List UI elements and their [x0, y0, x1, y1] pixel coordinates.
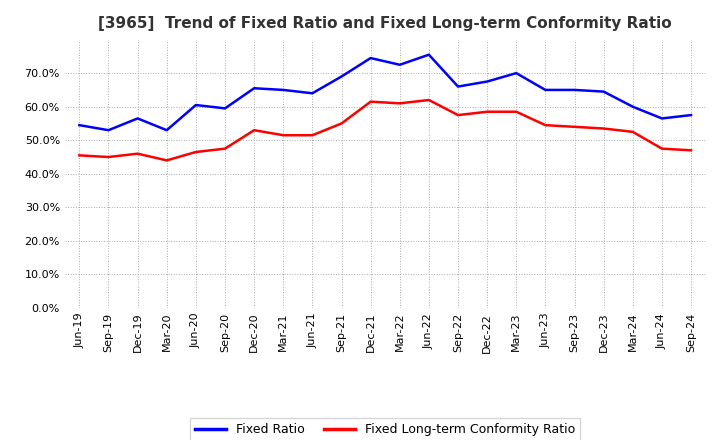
- Fixed Ratio: [163, 128, 171, 133]
- Fixed Ratio: [657, 116, 666, 121]
- Fixed Ratio: [250, 86, 258, 91]
- Fixed Long-term Conformity Ratio: [163, 158, 171, 163]
- Fixed Ratio: [425, 52, 433, 57]
- Fixed Long-term Conformity Ratio: [483, 109, 492, 114]
- Fixed Long-term Conformity Ratio: [192, 149, 200, 154]
- Fixed Long-term Conformity Ratio: [570, 124, 579, 129]
- Fixed Ratio: [337, 74, 346, 79]
- Fixed Ratio: [366, 55, 375, 61]
- Line: Fixed Ratio: Fixed Ratio: [79, 55, 691, 130]
- Fixed Long-term Conformity Ratio: [279, 132, 287, 138]
- Fixed Ratio: [395, 62, 404, 67]
- Fixed Ratio: [220, 106, 229, 111]
- Fixed Ratio: [133, 116, 142, 121]
- Fixed Long-term Conformity Ratio: [657, 146, 666, 151]
- Fixed Long-term Conformity Ratio: [425, 97, 433, 103]
- Fixed Ratio: [629, 104, 637, 109]
- Fixed Ratio: [512, 70, 521, 76]
- Fixed Ratio: [308, 91, 317, 96]
- Fixed Long-term Conformity Ratio: [220, 146, 229, 151]
- Fixed Ratio: [570, 87, 579, 92]
- Fixed Ratio: [687, 113, 696, 118]
- Fixed Ratio: [192, 103, 200, 108]
- Fixed Long-term Conformity Ratio: [133, 151, 142, 156]
- Fixed Long-term Conformity Ratio: [104, 154, 113, 160]
- Fixed Ratio: [75, 122, 84, 128]
- Fixed Long-term Conformity Ratio: [541, 122, 550, 128]
- Fixed Ratio: [104, 128, 113, 133]
- Fixed Long-term Conformity Ratio: [308, 132, 317, 138]
- Fixed Ratio: [599, 89, 608, 94]
- Fixed Long-term Conformity Ratio: [75, 153, 84, 158]
- Fixed Ratio: [279, 87, 287, 92]
- Line: Fixed Long-term Conformity Ratio: Fixed Long-term Conformity Ratio: [79, 100, 691, 160]
- Legend: Fixed Ratio, Fixed Long-term Conformity Ratio: Fixed Ratio, Fixed Long-term Conformity …: [190, 418, 580, 440]
- Title: [3965]  Trend of Fixed Ratio and Fixed Long-term Conformity Ratio: [3965] Trend of Fixed Ratio and Fixed Lo…: [99, 16, 672, 32]
- Fixed Long-term Conformity Ratio: [687, 148, 696, 153]
- Fixed Ratio: [483, 79, 492, 84]
- Fixed Long-term Conformity Ratio: [599, 126, 608, 131]
- Fixed Long-term Conformity Ratio: [366, 99, 375, 104]
- Fixed Long-term Conformity Ratio: [512, 109, 521, 114]
- Fixed Long-term Conformity Ratio: [629, 129, 637, 135]
- Fixed Long-term Conformity Ratio: [454, 113, 462, 118]
- Fixed Ratio: [541, 87, 550, 92]
- Fixed Long-term Conformity Ratio: [250, 128, 258, 133]
- Fixed Ratio: [454, 84, 462, 89]
- Fixed Long-term Conformity Ratio: [395, 101, 404, 106]
- Fixed Long-term Conformity Ratio: [337, 121, 346, 126]
